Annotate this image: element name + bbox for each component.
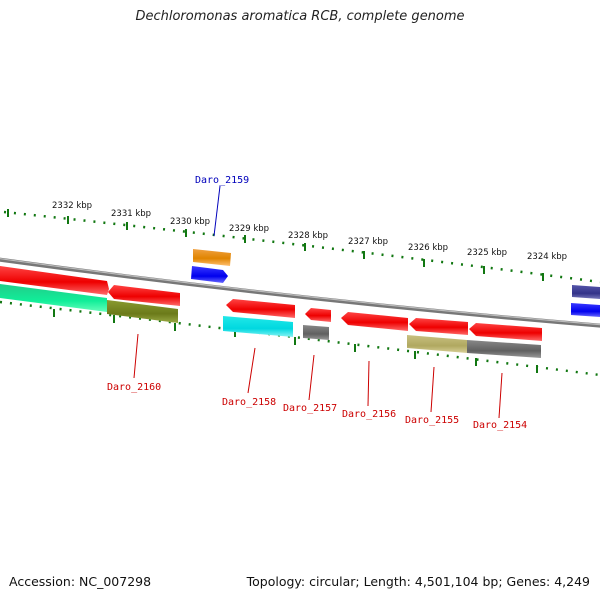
gene-feature[interactable] [223,316,293,337]
gene-feature[interactable] [193,249,231,266]
scale-label: 2328 kbp [288,231,328,241]
gene-feature[interactable] [0,266,109,295]
gene-feature[interactable] [341,312,408,331]
gene-feature[interactable] [226,299,295,318]
gene-feature[interactable] [107,300,178,323]
leader-line [498,372,503,419]
map-title: Dechloromonas aromatica RCB, complete ge… [135,9,465,24]
gene-feature[interactable] [409,318,468,335]
scale-label: 2332 kbp [52,201,92,211]
gene-feature[interactable] [571,303,600,317]
gene-label-daro-2155: Daro_2155 [405,415,459,426]
gene-label-daro-2154: Daro_2154 [473,420,527,431]
gene-feature[interactable] [305,308,331,322]
scale-label: 2325 kbp [467,248,507,258]
accession-text: Accession: NC_007298 [9,574,152,589]
leader-line [247,347,256,394]
genome-summary-text: Topology: circular; Length: 4,501,104 bp… [246,574,590,589]
leader-line [133,333,139,379]
scale-label: 2331 kbp [111,209,151,219]
scale-label: 2326 kbp [408,243,448,253]
scale-label: 2330 kbp [170,217,210,227]
gene-feature[interactable] [469,323,542,341]
scale-labels: 2332 kbp 2331 kbp 2330 kbp 2329 kbp 2328… [52,201,567,262]
gene-feature[interactable] [572,285,600,299]
leader-line [308,354,315,401]
leader-line [213,185,221,237]
leader-line [430,366,435,413]
gene-label-daro-2156: Daro_2156 [342,409,396,420]
leader-line [367,360,370,407]
label-leaders [133,185,503,419]
scale-major-ticks-outer [7,209,544,281]
gene-label-daro-2160: Daro_2160 [107,382,161,393]
gene-feature[interactable] [407,335,467,353]
scale-label: 2329 kbp [229,224,269,234]
gene-feature[interactable] [467,340,541,358]
forward-strand-features [0,249,600,299]
scale-major-ticks-inner [53,309,538,373]
genome-backbone [0,257,600,328]
scale-label: 2327 kbp [348,237,388,247]
gene-feature[interactable] [191,266,228,283]
gene-label-daro-2159: Daro_2159 [195,175,249,186]
genome-backbone-highlight [0,258,600,326]
gene-feature[interactable] [303,325,329,340]
reverse-strand-features [0,284,600,358]
gene-labels: Daro_2159 Daro_2160 Daro_2158 Daro_2157 … [107,175,527,431]
gene-label-daro-2158: Daro_2158 [222,397,276,408]
gene-feature[interactable] [0,284,107,312]
gene-label-daro-2157: Daro_2157 [283,403,337,414]
gene-feature[interactable] [108,285,180,306]
scale-label: 2324 kbp [527,252,567,262]
